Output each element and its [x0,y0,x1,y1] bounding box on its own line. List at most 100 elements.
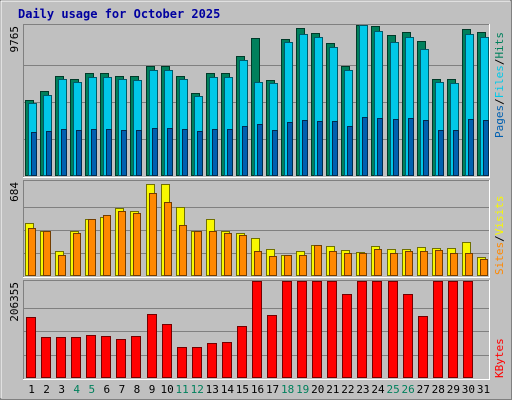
bar-kbytes-26 [403,294,413,378]
x-tick-label-26: 26 [402,383,415,396]
bar-kbytes-27 [418,316,428,378]
bar-pages-17 [272,130,278,176]
panel-middle: 684 Sites/Visits [8,180,506,278]
bar-sites-26 [405,251,413,276]
bar-sites-29 [450,253,458,276]
bar-sites-14 [224,233,232,276]
bar-sites-19 [299,255,307,276]
bar-kbytes-9 [147,314,157,378]
x-tick-label-24: 24 [371,383,385,396]
x-tick-label-5: 5 [88,383,95,396]
bar-kbytes-30 [463,281,473,378]
bar-pages-26 [408,118,414,176]
x-tick-label-25: 25 [386,383,399,396]
bar-kbytes-2 [41,337,51,378]
bar-pages-18 [287,122,293,176]
bar-kbytes-6 [101,336,111,378]
bar-sites-28 [435,250,443,276]
bar-kbytes-1 [26,317,36,378]
bar-kbytes-21 [327,281,337,378]
x-tick-label-31: 31 [477,383,490,396]
bar-sites-27 [420,251,428,276]
bar-pages-29 [453,130,459,176]
x-tick-label-13: 13 [206,383,219,396]
bar-sites-2 [43,231,51,276]
x-tick-label-19: 19 [296,383,309,396]
bar-sites-11 [179,225,187,276]
bar-sites-21 [329,251,337,276]
bar-sites-22 [344,253,352,276]
bar-pages-30 [468,119,474,176]
bar-sites-30 [465,253,473,276]
legend-separator: / [493,98,506,105]
bar-pages-6 [106,129,112,176]
bar-pages-19 [302,120,308,176]
legend-files: Files [493,65,506,98]
x-tick-label-12: 12 [191,383,204,396]
x-tick-label-23: 23 [356,383,369,396]
bar-kbytes-17 [267,315,277,378]
bar-kbytes-7 [116,339,126,378]
x-tick-label-20: 20 [311,383,324,396]
panel-top-max-label: 9765 [8,26,21,53]
x-tick-label-27: 27 [417,383,430,396]
x-tick-label-7: 7 [119,383,126,396]
panel-bottom-max-label: 206355 [8,282,21,322]
bar-pages-24 [377,118,383,176]
panel-top-legend: Pages/Files/Hits [493,32,506,138]
legend-hits: Hits [493,32,506,59]
panel-bottom: 206355 KBytes [8,280,506,380]
bar-sites-4 [73,233,81,276]
x-tick-label-22: 22 [341,383,354,396]
bar-pages-28 [438,130,444,176]
bar-kbytes-10 [162,324,172,378]
bar-sites-5 [88,219,96,276]
bar-kbytes-4 [71,337,81,378]
bar-kbytes-5 [86,335,96,378]
bar-pages-2 [46,131,52,176]
x-tick-label-21: 21 [326,383,339,396]
bar-sites-17 [269,256,277,276]
bar-kbytes-25 [388,281,398,378]
bar-sites-31 [480,259,488,276]
x-tick-label-29: 29 [447,383,460,396]
chart-title: Daily usage for October 2025 [18,7,220,21]
x-tick-label-6: 6 [104,383,111,396]
x-tick-label-10: 10 [160,383,173,396]
bar-sites-3 [58,255,66,276]
bar-sites-12 [194,231,202,276]
bar-sites-10 [164,202,172,276]
chart-panels: 9765Pages/Files/Hits684Sites/Visits20635… [8,24,506,380]
bar-pages-13 [212,129,218,176]
bar-sites-13 [209,231,217,276]
x-tick-label-15: 15 [236,383,249,396]
x-tick-label-28: 28 [432,383,445,396]
x-tick-label-2: 2 [43,383,50,396]
legend-pages: Pages [493,105,506,138]
panel-middle-max-label: 684 [8,182,21,202]
bar-pages-25 [393,119,399,176]
bar-kbytes-14 [222,342,232,378]
bar-sites-24 [374,249,382,276]
bar-kbytes-13 [207,343,217,378]
bar-pages-16 [257,124,263,176]
series-kbytes [26,281,473,378]
legend-kbytes: KBytes [493,338,506,378]
bar-sites-23 [359,253,367,276]
bar-sites-20 [314,245,322,276]
bar-pages-5 [91,129,97,176]
bar-pages-14 [227,129,233,176]
panel-bottom-legend: KBytes [493,338,506,378]
bar-pages-15 [242,126,248,176]
bar-kbytes-22 [342,294,352,378]
bar-sites-18 [284,255,292,276]
x-tick-label-9: 9 [149,383,156,396]
x-tick-label-3: 3 [58,383,65,396]
bar-kbytes-3 [56,337,66,378]
bar-kbytes-15 [237,326,247,378]
bar-pages-8 [136,130,142,176]
bar-kbytes-11 [177,347,187,378]
bar-pages-1 [31,132,37,176]
